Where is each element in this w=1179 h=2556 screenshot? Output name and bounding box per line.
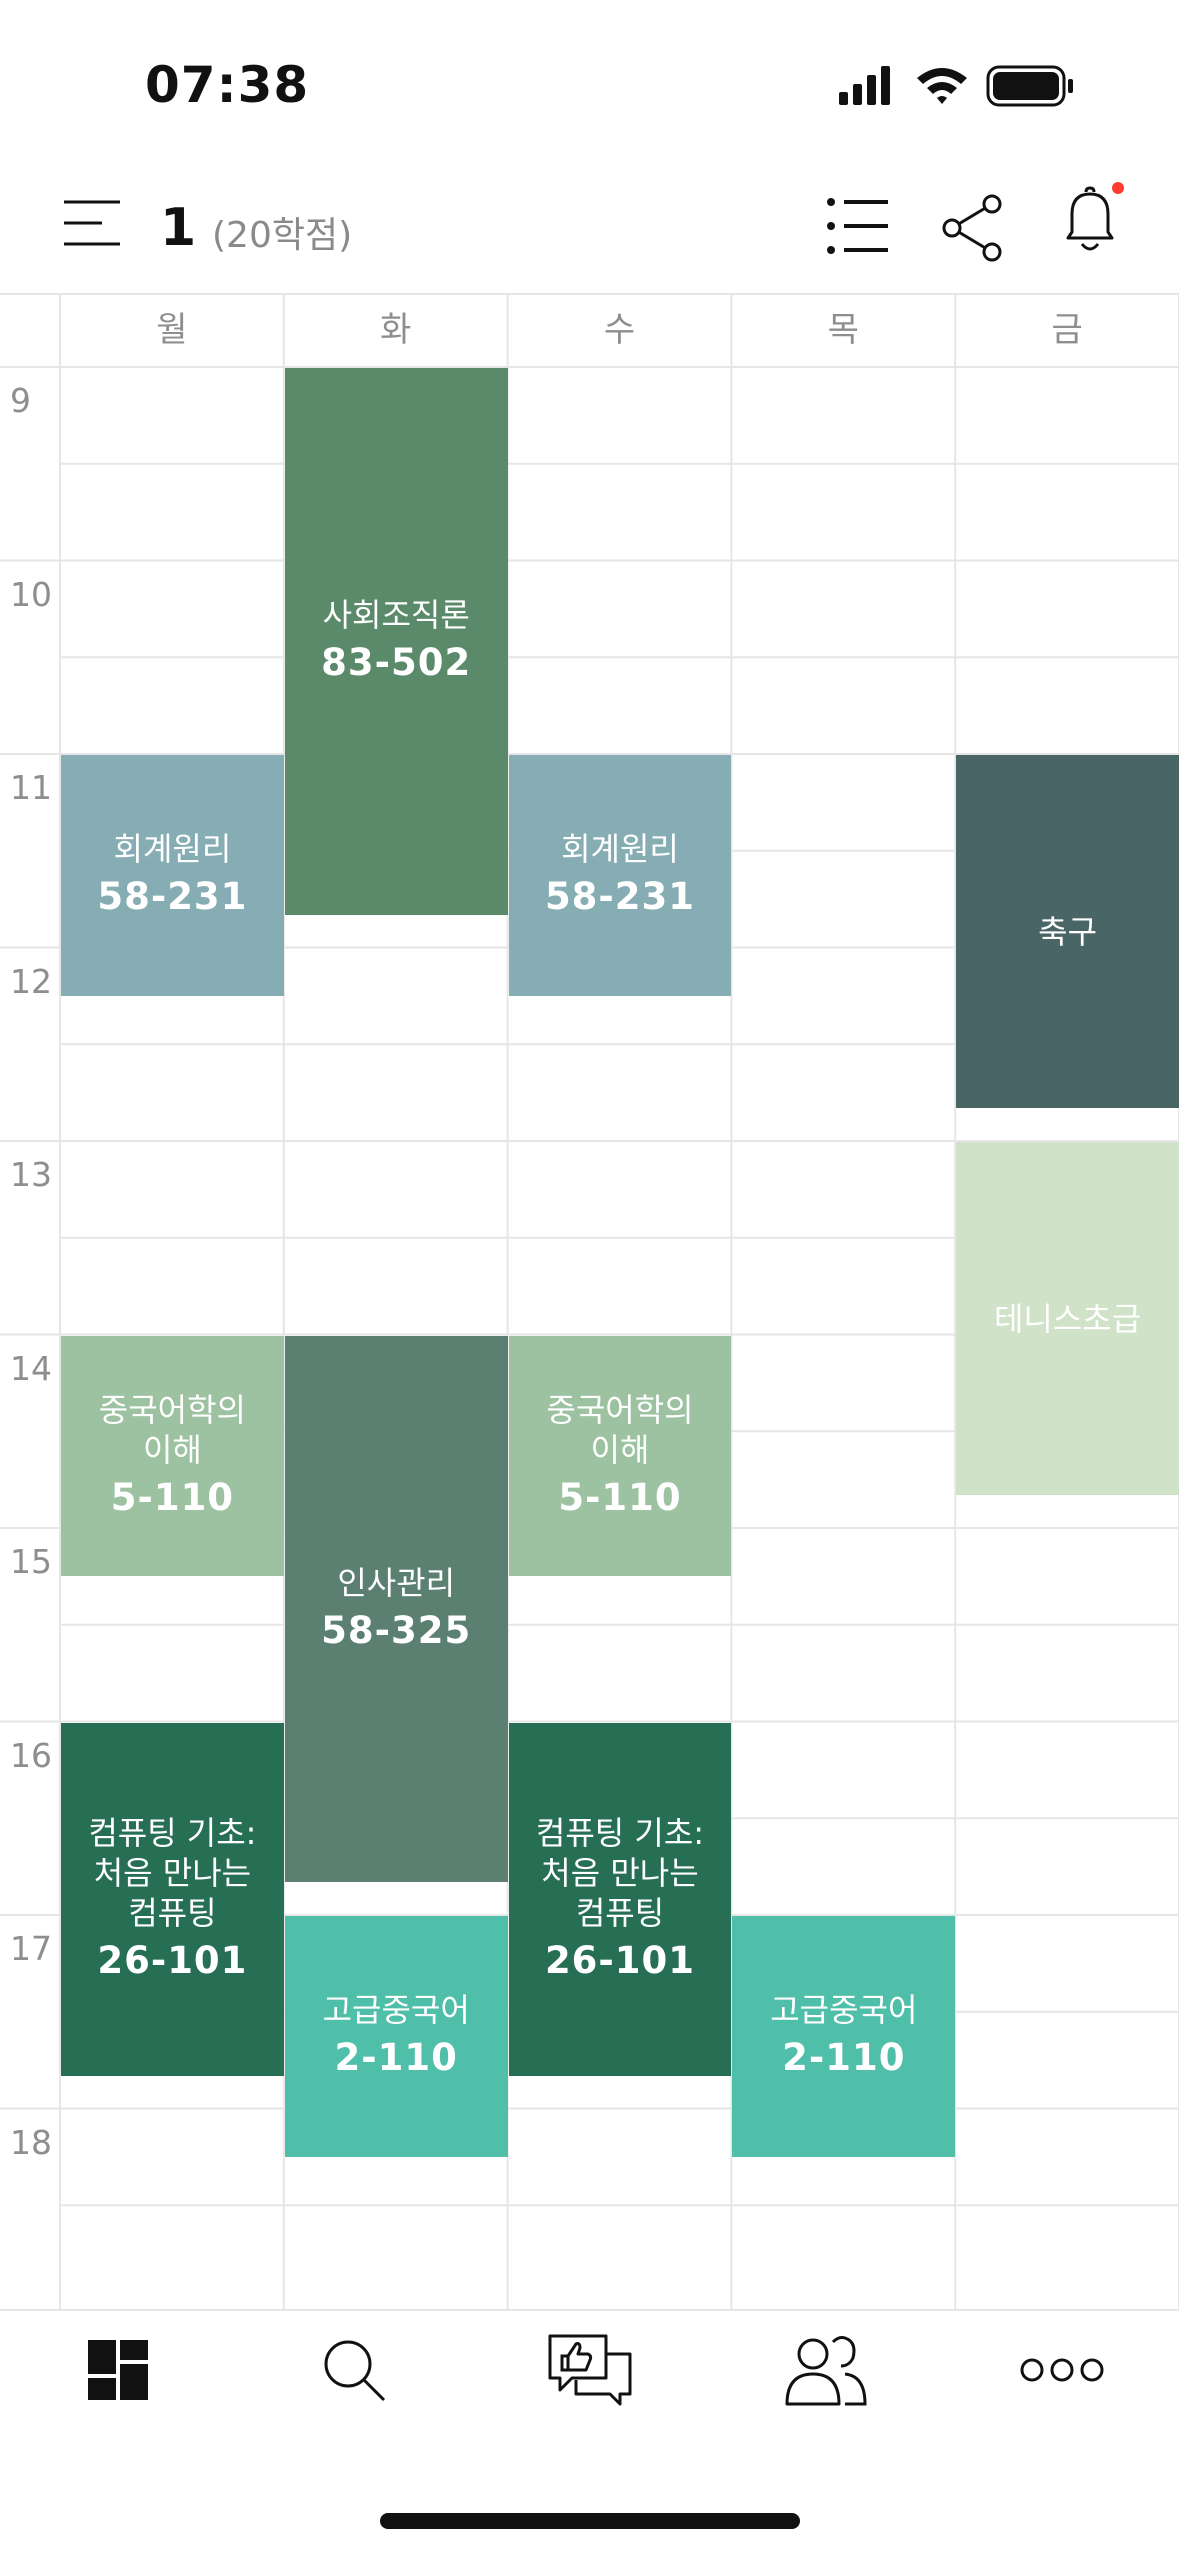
course-name: 컴퓨팅 기초: 처음 만나는 컴퓨팅: [535, 1814, 705, 1933]
hour-label: 18: [10, 2122, 52, 2162]
more-icon: [1020, 2358, 1104, 2382]
course-room: 58-325: [321, 1608, 472, 1652]
course-room: 2-110: [782, 2036, 906, 2080]
friends-icon: [785, 2336, 867, 2406]
course-block[interactable]: 테니스초급: [956, 1142, 1179, 1496]
course-room: 58-231: [544, 875, 696, 919]
home-indicator: [380, 2513, 800, 2529]
course-block[interactable]: 회계원리 58-231: [508, 755, 732, 996]
day-label: 목: [827, 310, 859, 350]
tabbar-divider: [0, 2309, 1179, 2311]
course-room: 2-110: [334, 2036, 458, 2080]
battery-icon: [986, 65, 1073, 107]
hour-label: 13: [10, 1155, 52, 1194]
course-name: 고급중국어: [770, 1991, 918, 2030]
credits-label: (20학점): [212, 215, 353, 256]
notification-dot: [1112, 182, 1124, 194]
course-name: 축구: [1038, 912, 1098, 951]
course-name: 회계원리: [113, 830, 232, 869]
day-label: 화: [380, 310, 412, 350]
search-icon: [324, 2340, 386, 2402]
hour-label: 15: [10, 1542, 52, 1581]
course-name: 고급중국어: [322, 1991, 470, 2030]
notification-bell-icon[interactable]: [1056, 180, 1126, 260]
course-name: 테니스초급: [993, 1299, 1142, 1338]
course-block[interactable]: 축구: [956, 755, 1179, 1109]
day-label: 월: [156, 310, 188, 350]
course-block[interactable]: 고급중국어 2-110: [284, 1916, 508, 2157]
hour-label: 12: [10, 961, 52, 1001]
course-block[interactable]: 컴퓨팅 기초: 처음 만나는 컴퓨팅 26-101: [508, 1722, 732, 2076]
hour-label: 9: [10, 381, 31, 420]
course-block[interactable]: 중국어학의 이해 5-110: [61, 1335, 284, 1577]
day-label: 수: [603, 310, 636, 350]
day-label: 금: [1051, 310, 1083, 350]
course-name: 사회조직론: [322, 596, 470, 635]
tab-reviews[interactable]: [472, 2320, 708, 2420]
wifi-icon: [917, 68, 967, 104]
course-room: 83-502: [321, 641, 472, 685]
course-block[interactable]: 중국어학의 이해 5-110: [508, 1335, 732, 1577]
course-block[interactable]: 인사관리 58-325: [284, 1335, 508, 1883]
timetable-title[interactable]: 1: [160, 198, 197, 258]
hour-label: 10: [10, 574, 52, 614]
course-block[interactable]: 컴퓨팅 기초: 처음 만나는 컴퓨팅 26-101: [61, 1722, 284, 2076]
course-block[interactable]: 회계원리 58-231: [61, 755, 284, 996]
course-room: 58-231: [97, 875, 248, 919]
hour-label: 11: [10, 768, 52, 807]
course-room: 26-101: [544, 1939, 696, 1983]
hour-label: 17: [10, 1929, 52, 1968]
menu-icon[interactable]: [62, 198, 122, 248]
signal-icon: [839, 66, 890, 105]
course-block[interactable]: 고급중국어 2-110: [732, 1916, 956, 2157]
share-icon[interactable]: [940, 194, 1004, 262]
status-time: 07:38: [145, 56, 310, 114]
course-name: 인사관리: [337, 1563, 456, 1602]
timetable-icon: [88, 2340, 148, 2400]
tab-timetable[interactable]: [0, 2320, 236, 2420]
course-room: 5-110: [110, 1475, 235, 1519]
list-icon[interactable]: [826, 196, 890, 256]
hour-label: 16: [10, 1735, 52, 1775]
status-icons: [839, 65, 1073, 107]
hour-label: 14: [10, 1348, 52, 1388]
course-name: 중국어학의 이해: [546, 1390, 694, 1469]
course-room: 26-101: [97, 1939, 248, 1983]
course-name: 컴퓨팅 기초: 처음 만나는 컴퓨팅: [88, 1814, 257, 1933]
timetable-grid: 월 화 수 목 금 9 10 11 12 13 14 15 16 17 18 사회조직론 83-502 회계원…: [0, 293, 1179, 2309]
course-name: 회계원리: [561, 830, 679, 869]
tab-search[interactable]: [236, 2320, 472, 2420]
course-room: 5-110: [558, 1475, 682, 1519]
course-block[interactable]: 사회조직론 83-502: [284, 368, 508, 915]
tab-friends[interactable]: [708, 2320, 944, 2420]
review-chat-icon: [548, 2334, 632, 2406]
tab-more[interactable]: [944, 2320, 1179, 2420]
course-name: 중국어학의 이해: [98, 1390, 246, 1469]
